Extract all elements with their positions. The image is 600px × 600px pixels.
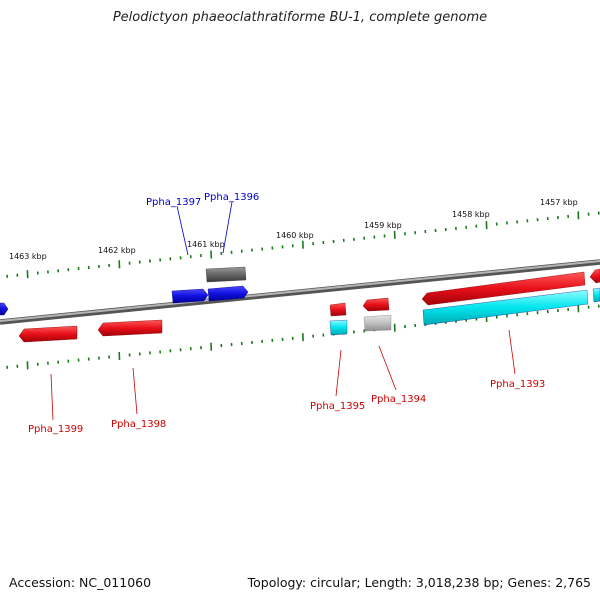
leader-line-ppha-1398 xyxy=(132,367,138,415)
gene-ppha-1398-arrow[interactable] xyxy=(97,319,163,337)
gene-label-ppha-1395[interactable]: Ppha_1395 xyxy=(310,401,365,412)
kbp-label: 1462 kbp xyxy=(98,246,136,255)
kbp-label: 1463 kbp xyxy=(9,252,47,261)
gene-ppha-1399-arrow[interactable] xyxy=(18,325,78,343)
leader-line-ppha-1397 xyxy=(176,205,189,256)
kbp-label: 1460 kbp xyxy=(276,231,314,240)
kbp-label: 1461 kbp xyxy=(187,240,225,249)
gene-label-ppha-1398[interactable]: Ppha_1398 xyxy=(111,419,166,430)
gene-label-ppha-1393[interactable]: Ppha_1393 xyxy=(490,379,545,390)
leader-line-ppha-1393 xyxy=(508,329,516,375)
gene-ppha-1396-rna-arrow[interactable] xyxy=(205,266,247,283)
genome-backbone xyxy=(0,259,600,325)
cds-ppha-1395[interactable] xyxy=(329,319,348,336)
genome-summary-text: Topology: circular; Length: 3,018,238 bp… xyxy=(247,575,591,590)
gene-edge-arrow[interactable] xyxy=(589,268,600,284)
gene-ppha-1396-arrow[interactable] xyxy=(207,285,249,302)
kbp-label: 1457 kbp xyxy=(540,198,578,207)
accession-text: Accession: NC_011060 xyxy=(9,575,152,590)
kbp-label: 1458 kbp xyxy=(452,210,490,219)
gene-ppha-1394-arrow[interactable] xyxy=(362,297,390,312)
gene-label-ppha-1399[interactable]: Ppha_1399 xyxy=(28,424,83,435)
cds-edge[interactable] xyxy=(592,287,600,303)
leader-line-ppha-1394 xyxy=(378,345,397,391)
kbp-label: 1459 kbp xyxy=(364,221,402,230)
gene-ppha-1395-arrow[interactable] xyxy=(329,302,347,317)
gene-ppha-1397-arrow[interactable] xyxy=(171,288,209,304)
cds-ppha-1393[interactable] xyxy=(422,289,589,326)
outer-tick-track xyxy=(6,211,600,279)
gene-edge-left-arrow[interactable] xyxy=(0,302,9,316)
cds-ppha-1394[interactable] xyxy=(363,314,392,332)
gene-label-ppha-1396[interactable]: Ppha_1396 xyxy=(204,192,259,203)
leader-line-ppha-1395 xyxy=(335,349,342,397)
gene-ppha-1393-arrow[interactable] xyxy=(421,271,586,306)
leader-line-ppha-1399 xyxy=(50,373,54,421)
map-title: Pelodictyon phaeoclathratiforme BU-1, co… xyxy=(112,10,488,25)
gene-label-ppha-1394[interactable]: Ppha_1394 xyxy=(371,394,426,405)
genome-backbone-highlight xyxy=(0,260,600,322)
gene-label-ppha-1397[interactable]: Ppha_1397 xyxy=(146,197,201,208)
leader-line-ppha-1396 xyxy=(222,201,233,254)
